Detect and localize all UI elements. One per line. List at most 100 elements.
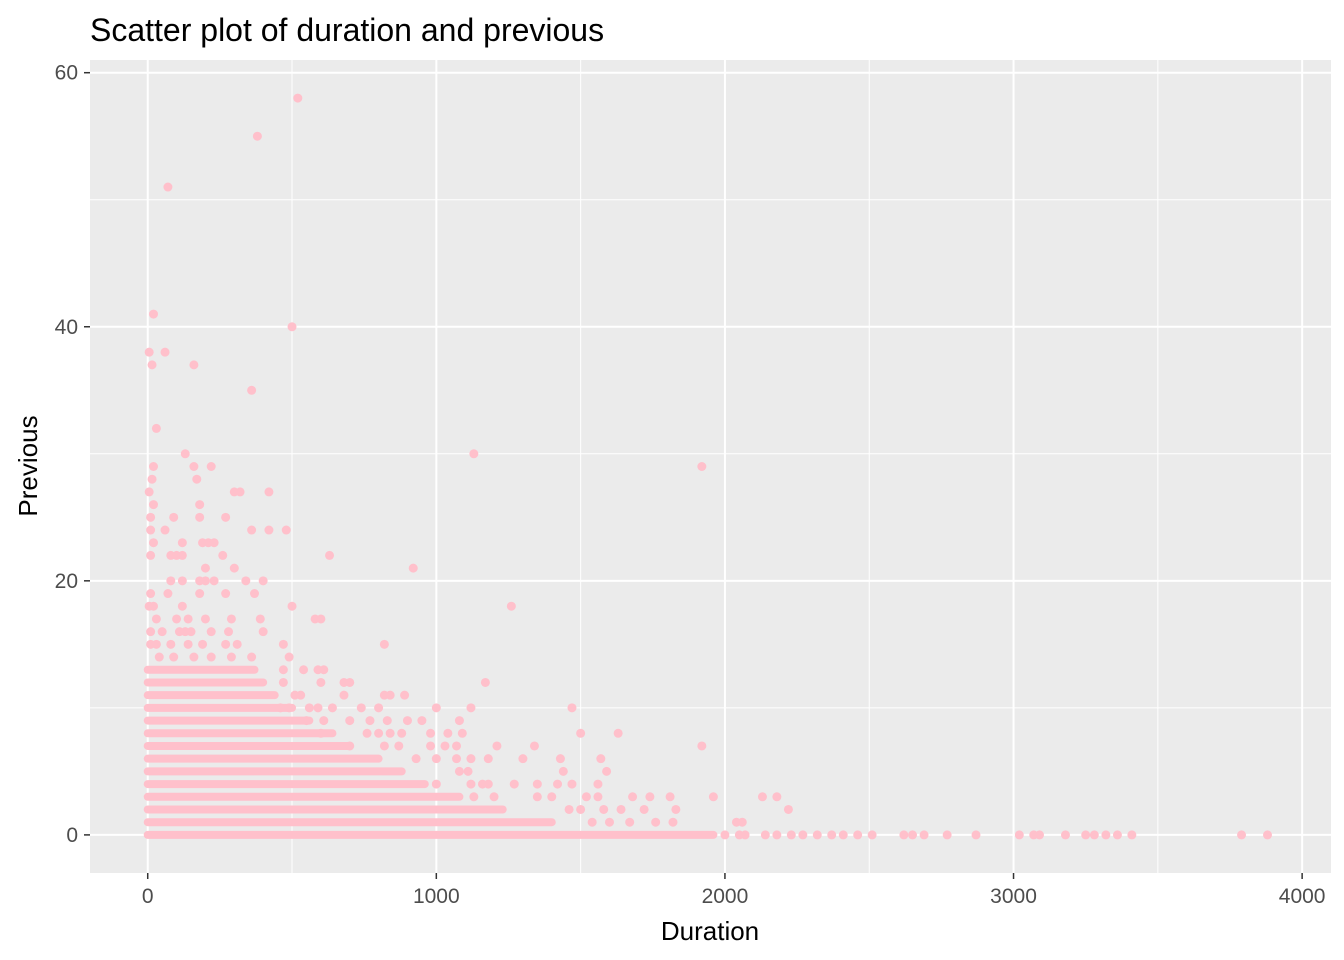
data-point	[206, 462, 216, 471]
data-point	[596, 754, 606, 764]
data-point	[394, 741, 404, 751]
data-point	[1101, 830, 1111, 840]
data-point	[345, 741, 355, 751]
data-point	[651, 817, 661, 827]
data-point	[908, 830, 918, 840]
data-point	[668, 817, 678, 827]
data-point	[576, 728, 586, 738]
data-point	[177, 550, 187, 560]
data-point	[564, 804, 574, 814]
data-point	[278, 665, 288, 675]
data-point	[264, 525, 274, 535]
data-point	[169, 652, 179, 662]
data-point	[218, 550, 228, 560]
y-tick-label: 0	[66, 824, 78, 847]
data-point	[166, 576, 176, 586]
data-point	[160, 525, 170, 535]
data-point	[443, 728, 453, 738]
data-point	[200, 576, 210, 586]
data-point	[235, 487, 245, 497]
data-point	[827, 830, 837, 840]
data-point	[287, 601, 297, 611]
data-point	[853, 830, 863, 840]
data-point	[737, 817, 747, 827]
data-point	[319, 716, 329, 726]
data-point	[192, 474, 202, 484]
grid-major	[90, 60, 1331, 873]
data-point	[241, 576, 251, 586]
data-point	[177, 538, 187, 548]
x-tick-label: 2000	[702, 885, 749, 908]
data-point	[469, 792, 479, 802]
data-point	[345, 716, 355, 726]
data-point	[278, 677, 288, 687]
data-point	[1112, 830, 1122, 840]
data-point	[148, 538, 158, 548]
data-point	[971, 830, 981, 840]
data-point	[229, 563, 239, 573]
data-point	[365, 716, 375, 726]
data-point	[154, 652, 164, 662]
data-point	[206, 652, 216, 662]
data-point	[1237, 830, 1247, 840]
data-point	[195, 589, 205, 599]
data-point	[587, 817, 597, 827]
data-point	[1263, 830, 1273, 840]
data-point	[255, 614, 265, 624]
data-point	[247, 385, 257, 395]
x-tick-label: 0	[142, 885, 154, 908]
data-point	[221, 512, 231, 522]
data-point	[899, 830, 909, 840]
data-point	[772, 830, 782, 840]
data-point	[200, 563, 210, 573]
data-point	[798, 830, 808, 840]
data-point	[426, 728, 436, 738]
data-point	[166, 639, 176, 649]
data-point	[466, 703, 476, 713]
data-points	[143, 93, 1273, 840]
data-point	[558, 766, 568, 776]
data-point	[772, 792, 782, 802]
data-point	[362, 728, 372, 738]
y-tick-label: 60	[55, 62, 78, 85]
data-point	[532, 779, 542, 789]
data-point	[838, 830, 848, 840]
data-point	[301, 716, 311, 726]
data-point	[457, 728, 467, 738]
data-point	[160, 347, 170, 357]
data-point	[867, 830, 877, 840]
data-point	[431, 754, 441, 764]
data-point	[144, 347, 154, 357]
data-point	[480, 677, 490, 687]
data-point	[180, 449, 190, 459]
data-point	[209, 576, 219, 586]
grid-minor	[90, 60, 1331, 873]
data-point	[226, 652, 236, 662]
data-point	[247, 525, 257, 535]
data-point	[567, 703, 577, 713]
data-point	[426, 741, 436, 751]
data-point	[576, 804, 586, 814]
data-point	[147, 474, 157, 484]
data-point	[604, 817, 614, 827]
data-point	[483, 754, 493, 764]
data-point	[169, 512, 179, 522]
data-point	[555, 754, 565, 764]
data-point	[177, 576, 187, 586]
data-point	[144, 487, 154, 497]
data-point	[258, 627, 268, 637]
data-point	[146, 512, 156, 522]
data-point	[374, 728, 384, 738]
data-point	[431, 779, 441, 789]
data-point	[313, 703, 323, 713]
data-point	[339, 690, 349, 700]
data-point	[760, 830, 770, 840]
chart-title: Scatter plot of duration and previous	[90, 12, 605, 48]
data-point	[258, 576, 268, 586]
data-point	[567, 779, 577, 789]
data-point	[189, 652, 199, 662]
data-point	[411, 754, 421, 764]
data-point	[146, 525, 156, 535]
data-point	[466, 754, 476, 764]
data-point	[786, 830, 796, 840]
